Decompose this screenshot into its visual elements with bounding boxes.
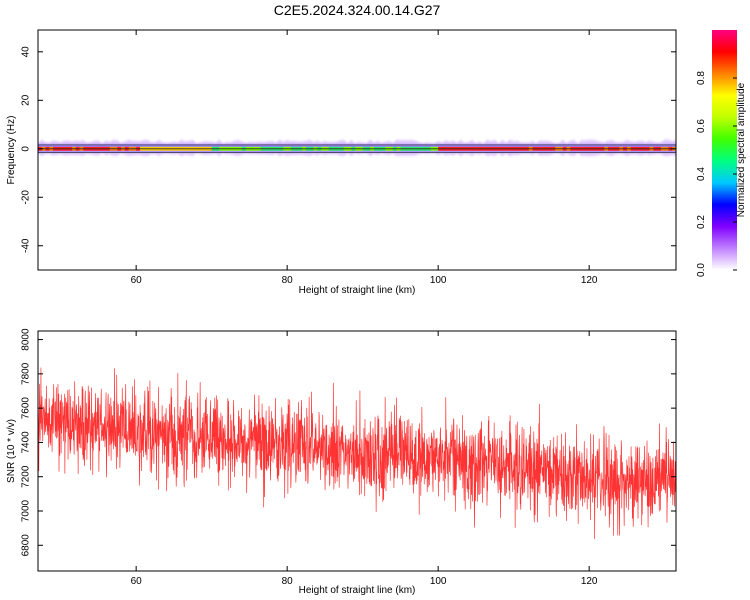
colorbar-tick-label: 0.8 [696, 71, 707, 85]
colorbar-gradient [712, 30, 737, 270]
snr-y-tick-label: 7400 [21, 431, 32, 454]
spectrogram-x-tick-label: 60 [131, 275, 143, 286]
colorbar-label: Normalized spectral amplitude [736, 82, 747, 217]
spectrogram-x-tick-label: 80 [282, 275, 294, 286]
snr-x-tick-label: 120 [581, 576, 598, 587]
spectrogram-frame [37, 29, 677, 271]
spectrogram-y-tick-label: 20 [21, 94, 32, 106]
spectrogram-panel: 60 80 100 120 -40 -20 0 20 40 Height of straight… [6, 29, 677, 296]
spectrogram-x-tick-label: 120 [581, 275, 598, 286]
spectrogram-x-axis-label: Height of straight line (km) [299, 285, 416, 296]
snr-y-tick-label: 7000 [21, 499, 32, 522]
snr-ticks: 60 80 100 120 6800 7000 7200 7400 7600 7800 8000 [21, 328, 676, 587]
spectrogram-y-tick-label: 0 [21, 146, 32, 152]
snr-y-axis-label: SNR (10 * v/v) [6, 419, 17, 483]
snr-y-tick-label: 6800 [21, 534, 32, 557]
frequency-band [38, 139, 676, 156]
spectrogram-y-tick-label: -40 [21, 238, 32, 253]
colorbar-tick-label: 0.0 [696, 263, 707, 277]
spectrogram-x-tick-label: 100 [430, 275, 447, 286]
spectrogram-y-axis-label: Frequency (Hz) [6, 116, 17, 185]
snr-y-tick-label: 7200 [21, 465, 32, 488]
colorbar-tick-label: 0.6 [696, 119, 707, 133]
colorbar-tick-label: 0.2 [696, 215, 707, 229]
snr-y-tick-label: 7600 [21, 397, 32, 420]
spectrogram-y-tick-label: 40 [21, 46, 32, 58]
snr-y-tick-label: 7800 [21, 362, 32, 385]
figure-title: C2E5.2024.324.00.14.G27 [274, 2, 441, 18]
snr-x-tick-label: 80 [282, 576, 294, 587]
spectrogram-ticks: 60 80 100 120 -40 -20 0 20 40 [21, 30, 676, 286]
snr-series-line [38, 367, 676, 539]
colorbar: 0.0 0.2 0.4 0.6 0.8 Normalized spectral ampl… [696, 30, 747, 277]
spectrogram-y-tick-label: -20 [21, 190, 32, 205]
snr-x-axis-label: Height of straight line (km) [299, 585, 416, 596]
snr-x-tick-label: 100 [430, 576, 447, 587]
snr-x-tick-label: 60 [131, 576, 143, 587]
snr-y-tick-label: 8000 [21, 328, 32, 351]
colorbar-ticks: 0.0 0.2 0.4 0.6 0.8 [696, 71, 737, 277]
colorbar-tick-label: 0.4 [696, 167, 707, 181]
snr-panel: 60 80 100 120 6800 7000 7200 7400 7600 7800 8000 H… [6, 328, 677, 596]
snr-frame [37, 330, 677, 572]
